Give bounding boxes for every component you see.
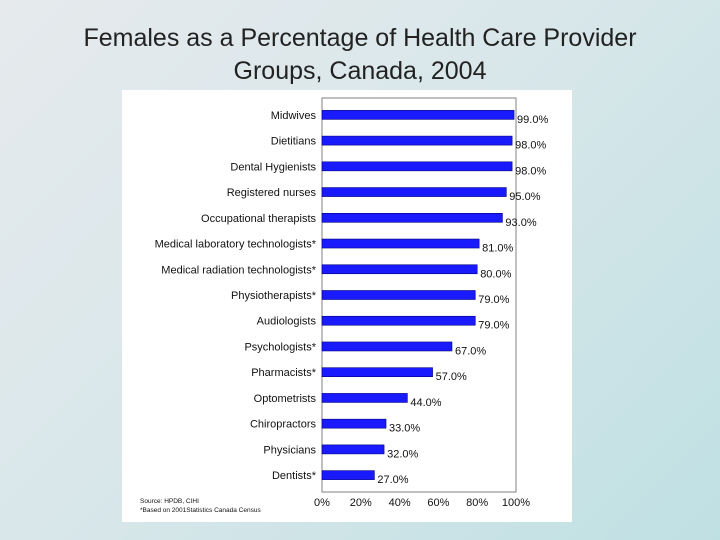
value-label: 44.0% [410, 397, 441, 409]
value-label: 98.0% [515, 140, 546, 152]
value-label: 79.0% [478, 294, 509, 306]
bar [321, 110, 515, 120]
value-label: 81.0% [482, 243, 513, 255]
bar [321, 290, 476, 300]
value-label: 33.0% [389, 423, 420, 435]
category-label: Audiologists [257, 316, 317, 328]
value-label: 93.0% [505, 217, 536, 229]
value-label: 95.0% [509, 191, 540, 203]
category-label: Midwives [271, 110, 317, 122]
footnote-line: *Based on 2001Statistics Canada Census [140, 507, 261, 514]
bar [321, 238, 480, 249]
x-tick-label: 20% [350, 497, 372, 509]
value-label: 57.0% [436, 371, 467, 383]
bar [321, 470, 375, 480]
x-tick-label: 0% [314, 497, 330, 509]
x-tick-label: 40% [389, 497, 411, 509]
category-label: Medical laboratory technologists* [155, 239, 317, 251]
title-line-2: Groups, Canada, 2004 [233, 57, 487, 85]
value-label: 99.0% [517, 114, 548, 126]
value-label: 80.0% [480, 268, 511, 280]
category-label: Dentists* [272, 470, 317, 482]
x-tick-label: 60% [427, 497, 449, 509]
chart-panel: Midwives 99.0% Dietitians 98.0% Dental Hygie… [122, 90, 572, 522]
source-note: Source: HPDB, CIHI *Based on 2001Statist… [140, 497, 261, 515]
bar [321, 161, 513, 172]
value-label: 27.0% [377, 474, 408, 486]
slide-title: Females as a Percentage of Health Care P… [0, 22, 720, 88]
bar-chart: Midwives 99.0% Dietitians 98.0% Dental Hygie… [155, 97, 548, 509]
value-label: 67.0% [455, 345, 486, 357]
bar [321, 367, 433, 378]
category-label: Physicians [263, 444, 316, 456]
value-label: 79.0% [478, 320, 509, 332]
category-label: Dietitians [271, 136, 317, 148]
bar [321, 444, 385, 455]
x-tick-label: 100% [502, 497, 530, 509]
value-label: 32.0% [387, 448, 418, 460]
bar [321, 315, 476, 326]
category-label: Dental Hygienists [230, 161, 316, 173]
category-label: Psychologists* [244, 341, 316, 353]
bar [321, 187, 507, 197]
category-label: Occupational therapists [201, 213, 316, 225]
category-label: Chiropractors [250, 419, 317, 431]
category-label: Registered nurses [227, 187, 317, 199]
bar [321, 341, 453, 352]
bar [321, 418, 387, 429]
source-line: Source: HPDB, CIHI [140, 498, 199, 505]
x-tick-label: 80% [466, 497, 488, 509]
category-label: Optometrists [254, 393, 317, 405]
title-line-1: Females as a Percentage of Health Care P… [83, 24, 637, 52]
bar [321, 135, 513, 146]
category-label: Pharmacists* [251, 367, 317, 379]
bar [321, 393, 408, 403]
bar [321, 213, 503, 223]
category-label: Medical radiation technologists* [161, 264, 316, 276]
category-label: Physiotherapists* [231, 290, 317, 302]
value-label: 98.0% [515, 165, 546, 177]
bar [321, 264, 478, 275]
